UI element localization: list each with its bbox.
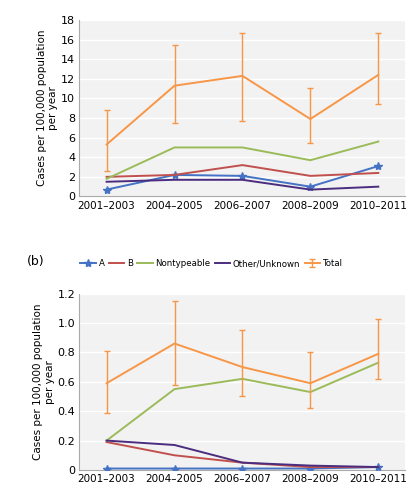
Legend: A, B, Nontypeable, Other/Unknown, Total: A, B, Nontypeable, Other/Unknown, Total xyxy=(81,259,343,268)
Y-axis label: Cases per 100,000 population
per year: Cases per 100,000 population per year xyxy=(33,304,55,460)
Y-axis label: Cases per 100,000 population
per year: Cases per 100,000 population per year xyxy=(37,30,59,186)
Text: (b): (b) xyxy=(27,254,45,268)
